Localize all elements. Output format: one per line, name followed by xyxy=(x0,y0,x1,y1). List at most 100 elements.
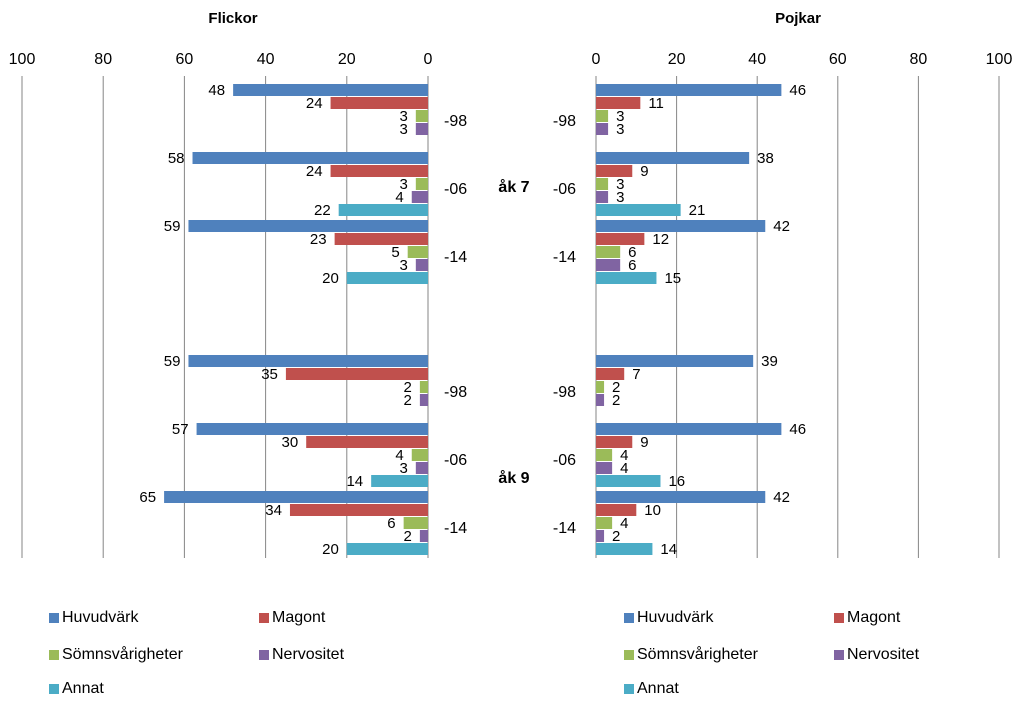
pojkar-bar-magont-4 xyxy=(596,436,633,448)
legend-label: Sömnsvårigheter xyxy=(62,646,183,663)
pojkar-data-label: 10 xyxy=(644,502,661,519)
flickor-data-label: 59 xyxy=(164,218,181,235)
legend-label: Annat xyxy=(62,680,104,697)
pojkar-data-label: 4 xyxy=(620,447,628,464)
pojkar-data-label: 15 xyxy=(664,270,681,287)
flickor-title: Flickor xyxy=(208,10,257,27)
pojkar-category-label: -14 xyxy=(553,520,576,537)
flickor-category-label: -14 xyxy=(444,520,467,537)
pojkar-data-label: 4 xyxy=(620,460,628,477)
legend-swatch xyxy=(624,613,634,623)
flickor-data-label: 20 xyxy=(322,270,339,287)
pojkar-data-label: 2 xyxy=(612,528,620,545)
flickor-data-label: 34 xyxy=(265,502,282,519)
flickor-bar-annat-1 xyxy=(338,204,428,216)
legend-label: Magont xyxy=(847,609,901,626)
flickor-data-label: 35 xyxy=(261,366,278,383)
flickor-category-label: -14 xyxy=(444,249,467,266)
flickor-x-tick-label: 60 xyxy=(176,51,194,68)
flickor-data-label: 58 xyxy=(168,150,185,167)
pojkar-bar-nervositet-1 xyxy=(596,191,609,203)
pojkar-data-label: 9 xyxy=(640,163,648,180)
legend-item-nervositet: Nervositet xyxy=(259,646,344,664)
group-label-ak7: åk 7 xyxy=(498,178,529,196)
pojkar-bar-nervositet-0 xyxy=(596,123,609,135)
pojkar-data-label: 42 xyxy=(773,218,790,235)
flickor-category-label: -98 xyxy=(444,113,467,130)
flickor-data-label: 24 xyxy=(306,163,323,180)
flickor-bar-nervositet-4 xyxy=(415,462,428,474)
legend-swatch xyxy=(49,684,59,694)
flickor-bar-sömnsvårigheter-0 xyxy=(415,110,428,122)
legend-item-sömnsvårigheter: Sömnsvårigheter xyxy=(49,646,183,664)
legend-item-huvudvärk: Huvudvärk xyxy=(624,609,713,627)
pojkar-data-label: 12 xyxy=(652,231,669,248)
flickor-data-label: 3 xyxy=(399,108,407,125)
flickor-category-label: -98 xyxy=(444,384,467,401)
pojkar-bar-nervositet-4 xyxy=(596,462,613,474)
legend-item-huvudvärk: Huvudvärk xyxy=(49,609,138,627)
flickor-category-label: -06 xyxy=(444,452,467,469)
legend-label: Sömnsvårigheter xyxy=(637,646,758,663)
flickor-bar-huvudvärk-3 xyxy=(188,355,428,367)
pojkar-data-label: 3 xyxy=(616,108,624,125)
pojkar-category-label: -06 xyxy=(553,181,576,198)
pojkar-category-label: -98 xyxy=(553,113,576,130)
pojkar-bar-sömnsvårigheter-5 xyxy=(596,517,613,529)
pojkar-data-label: 21 xyxy=(689,202,706,219)
pojkar-category-label: -14 xyxy=(553,249,576,266)
pojkar-bar-sömnsvårigheter-4 xyxy=(596,449,613,461)
flickor-data-label: 5 xyxy=(391,244,399,261)
flickor-data-label: 2 xyxy=(404,379,412,396)
pojkar-bar-magont-5 xyxy=(596,504,637,516)
flickor-bar-annat-5 xyxy=(346,543,428,555)
flickor-data-label: 22 xyxy=(314,202,331,219)
flickor-data-label: 20 xyxy=(322,541,339,558)
flickor-data-label: 23 xyxy=(310,231,327,248)
flickor-data-label: 14 xyxy=(346,473,363,490)
flickor-bar-nervositet-1 xyxy=(411,191,428,203)
flickor-bar-annat-2 xyxy=(346,272,428,284)
flickor-bar-nervositet-0 xyxy=(415,123,428,135)
pojkar-bar-magont-0 xyxy=(596,97,641,109)
pojkar-category-label: -06 xyxy=(553,452,576,469)
pojkar-data-label: 3 xyxy=(616,189,624,206)
flickor-data-label: 3 xyxy=(399,257,407,274)
pojkar-bar-huvudvärk-5 xyxy=(596,491,766,503)
flickor-bar-huvudvärk-5 xyxy=(164,491,428,503)
flickor-bar-magont-3 xyxy=(285,368,428,380)
flickor-bar-huvudvärk-1 xyxy=(192,152,428,164)
pojkar-bar-magont-1 xyxy=(596,165,633,177)
pojkar-data-label: 38 xyxy=(757,150,774,167)
flickor-x-tick-label: 100 xyxy=(9,51,36,68)
flickor-bar-nervositet-5 xyxy=(419,530,428,542)
flickor-bar-sömnsvårigheter-4 xyxy=(411,449,428,461)
pojkar-data-label: 39 xyxy=(761,353,778,370)
pojkar-bar-huvudvärk-2 xyxy=(596,220,766,232)
flickor-data-label: 3 xyxy=(399,176,407,193)
flickor-data-label: 59 xyxy=(164,353,181,370)
pojkar-bar-annat-5 xyxy=(596,543,653,555)
pojkar-data-label: 16 xyxy=(668,473,685,490)
flickor-bar-magont-0 xyxy=(330,97,428,109)
pojkar-bar-sömnsvårigheter-1 xyxy=(596,178,609,190)
pojkar-data-label: 6 xyxy=(628,257,636,274)
flickor-x-tick-label: 0 xyxy=(424,51,433,68)
pojkar-data-label: 2 xyxy=(612,379,620,396)
pojkar-bar-annat-1 xyxy=(596,204,681,216)
flickor-data-label: 24 xyxy=(306,95,323,112)
flickor-data-label: 65 xyxy=(139,489,156,506)
legend-label: Magont xyxy=(272,609,326,626)
flickor-data-label: 4 xyxy=(395,189,403,206)
flickor-bar-huvudvärk-0 xyxy=(233,84,428,96)
legend-swatch xyxy=(259,650,269,660)
pojkar-category-label: -98 xyxy=(553,384,576,401)
pojkar-data-label: 46 xyxy=(789,82,806,99)
flickor-bar-nervositet-3 xyxy=(419,394,428,406)
pojkar-data-label: 3 xyxy=(616,176,624,193)
flickor-category-label: -06 xyxy=(444,181,467,198)
legend-swatch xyxy=(834,613,844,623)
flickor-bar-sömnsvårigheter-1 xyxy=(415,178,428,190)
pojkar-bar-annat-4 xyxy=(596,475,661,487)
